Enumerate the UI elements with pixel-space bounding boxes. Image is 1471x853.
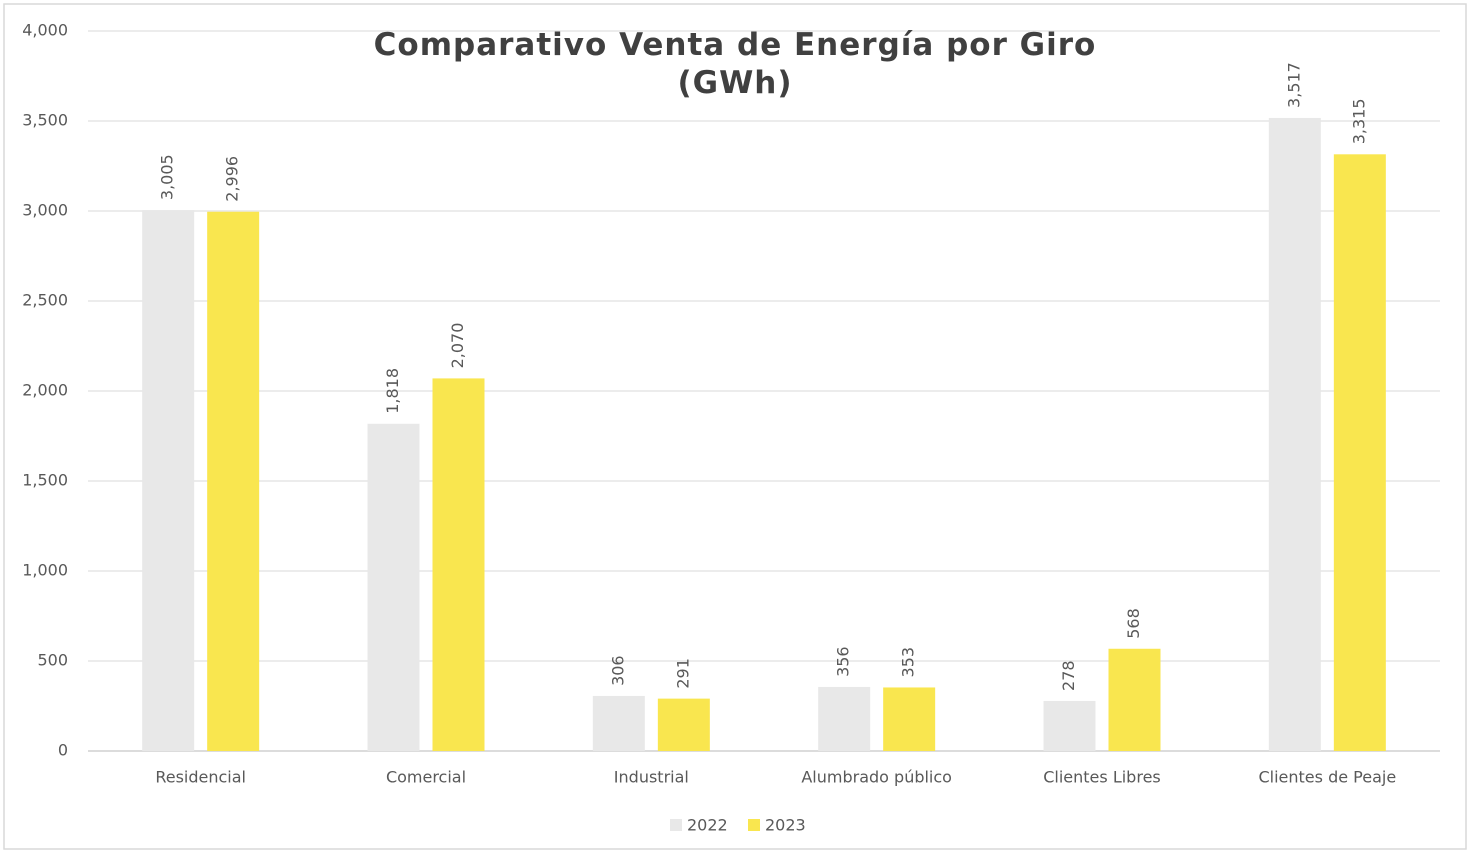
legend-swatch xyxy=(748,819,760,831)
data-label: 1,818 xyxy=(383,368,402,414)
x-tick-label: Comercial xyxy=(386,768,466,787)
y-tick-label: 1,000 xyxy=(22,561,68,580)
bar xyxy=(207,211,260,752)
data-label: 3,517 xyxy=(1284,62,1303,108)
x-tick-label: Industrial xyxy=(614,768,689,787)
y-tick-label: 3,000 xyxy=(22,201,68,220)
y-tick-label: 2,500 xyxy=(22,291,68,310)
x-tick-label: Clientes Libres xyxy=(1043,768,1161,787)
y-tick-label: 4,000 xyxy=(22,21,68,40)
x-tick-label: Clientes de Peaje xyxy=(1258,768,1396,787)
bar xyxy=(818,686,871,751)
data-label: 356 xyxy=(834,646,853,677)
bar xyxy=(1108,648,1161,751)
bar xyxy=(592,695,645,751)
bar xyxy=(432,378,485,751)
data-label: 3,005 xyxy=(158,154,177,200)
data-label: 2,996 xyxy=(223,156,242,202)
y-tick-label: 1,500 xyxy=(22,471,68,490)
bar xyxy=(367,423,420,751)
legend-swatch xyxy=(670,819,682,831)
data-label: 3,315 xyxy=(1349,98,1368,144)
data-label: 568 xyxy=(1124,608,1143,639)
data-label: 291 xyxy=(673,658,692,689)
data-label: 306 xyxy=(608,655,627,686)
data-label: 353 xyxy=(899,647,918,678)
chart-border xyxy=(3,3,1467,850)
bar xyxy=(1268,117,1321,751)
legend-label: 2022 xyxy=(687,816,728,835)
x-tick-label: Alumbrado público xyxy=(801,768,952,787)
y-tick-label: 2,000 xyxy=(22,381,68,400)
bar xyxy=(657,698,710,751)
y-tick-label: 0 xyxy=(58,741,68,760)
bar xyxy=(883,687,936,751)
x-tick-label: Residencial xyxy=(155,768,246,787)
bar xyxy=(142,210,195,752)
y-tick-label: 3,500 xyxy=(22,111,68,130)
legend-label: 2023 xyxy=(765,816,806,835)
bar xyxy=(1043,700,1096,751)
bar xyxy=(1333,154,1386,752)
y-tick-label: 500 xyxy=(37,651,68,670)
data-label: 278 xyxy=(1059,660,1078,691)
chart-title: Comparativo Venta de Energía por Giro (G… xyxy=(373,27,1097,101)
data-label: 2,070 xyxy=(448,323,467,369)
